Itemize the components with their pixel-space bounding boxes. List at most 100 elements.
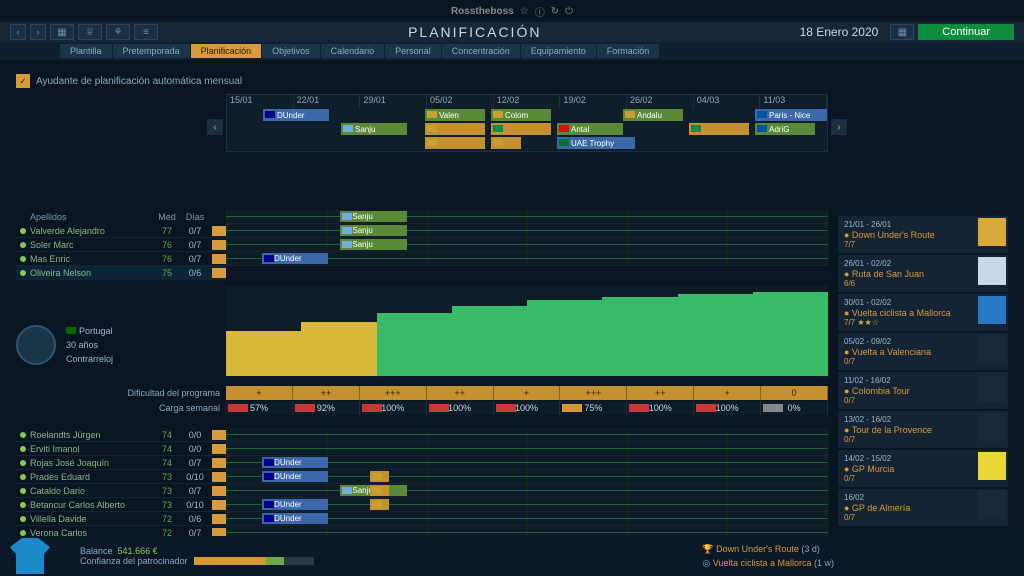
tab-plantilla[interactable]: Plantilla [60,44,112,58]
gantt-bar[interactable]: Sanju [340,225,406,236]
timeline-date: 29/01 [360,95,427,109]
load-cell: 100% [427,401,494,415]
tab-pretemporada[interactable]: Pretemporada [113,44,190,58]
gantt-row: Sanju [226,238,828,252]
star-icon[interactable]: ☆ [520,6,529,17]
rider-row[interactable]: Betancur Carlos Alberto730/10 [16,498,226,512]
rider-row[interactable]: Rojas José Joaquín740/7 [16,456,226,470]
upcoming-race[interactable]: 11/02 - 16/02● Colombia Tour0/7 [838,372,1008,409]
tab-equipamiento[interactable]: Equipamiento [521,44,596,58]
profile-spec: Contrarreloj [66,352,113,366]
upcoming-race[interactable]: 14/02 - 15/02● GP Murcia0/7 [838,450,1008,487]
nav-back[interactable]: ‹ [10,24,26,40]
avatar[interactable] [16,325,56,365]
tabs-row: PlantillaPretemporadaPlanificaciónObjeti… [0,42,1024,60]
diff-cell[interactable]: + [494,386,561,400]
load-cell: 92% [293,401,360,415]
tab-personal[interactable]: Personal [385,44,441,58]
team-jersey[interactable] [10,538,50,574]
refresh-icon[interactable]: ↻ [551,6,559,17]
race-bar[interactable]: Sanju [341,123,407,135]
footer: Balance 541.666 € Confianza del patrocin… [0,536,1024,576]
gantt-row: Sanju [226,210,828,224]
helper-checkbox[interactable]: ✓ [16,74,30,88]
diff-cell[interactable]: +++ [360,386,427,400]
race-bar[interactable]: DUnder [263,109,329,121]
race-bar[interactable]: Andalu [623,109,683,121]
gantt-bar[interactable]: DUnder [262,499,328,510]
timeline-prev[interactable]: ‹ [207,119,223,135]
nav-fwd[interactable]: › [30,24,46,40]
gantt-row: DUnder [226,470,828,484]
timeline-next[interactable]: › [831,119,847,135]
riders-header: Apellidos Med Días [16,210,226,224]
race-bar[interactable]: Valen [425,109,485,121]
rider-row[interactable]: Valverde Alejandro770/7 [16,224,226,238]
riders-icon[interactable]: ⚘ [106,24,130,40]
info-icon[interactable]: ⓘ [535,4,545,19]
tab-calendario[interactable]: Calendario [321,44,385,58]
next-race-1[interactable]: Down Under's Route [716,544,799,554]
diff-cell[interactable]: + [694,386,761,400]
upcoming-race[interactable]: 30/01 - 02/02● Vuelta ciclista a Mallorc… [838,294,1008,331]
gantt-row: DUnder [226,456,828,470]
gantt-bar[interactable]: DUnder [262,457,328,468]
calendar-icon[interactable]: ▦ [50,24,74,40]
rider-row[interactable]: Soler Marc760/7 [16,238,226,252]
rider-row[interactable]: Prades Eduard730/10 [16,470,226,484]
trophy-icon[interactable]: ♕ [78,24,102,40]
sponsor-row: Confianza del patrocinador [80,556,314,566]
stats-icon[interactable]: ≡ [134,24,158,40]
race-bar[interactable]: UAE Trophy [557,137,635,149]
diff-cell[interactable]: ++ [293,386,360,400]
rider-row[interactable]: Cataldo Dario730/7 [16,484,226,498]
gantt-bar[interactable] [370,471,388,482]
diff-cell[interactable]: + [226,386,293,400]
gantt-bar[interactable]: Sanju [340,211,406,222]
hdr-med[interactable]: Med [154,212,180,222]
gantt-bar[interactable]: DUnder [262,471,328,482]
tab-planificación[interactable]: Planificación [191,44,262,58]
gantt-bar[interactable]: DUnder [262,513,328,524]
timeline-date: 11/03 [760,95,827,109]
race-bar[interactable]: AdriG [755,123,815,135]
gantt-bar[interactable]: DUnder [262,253,328,264]
diff-cell[interactable]: ++ [627,386,694,400]
gantt-row [226,428,828,442]
hdr-name[interactable]: Apellidos [30,212,154,222]
continue-button[interactable]: Continuar [918,24,1014,40]
rider-row[interactable]: Oliveira Nelson750/6 [16,266,226,280]
upcoming-race[interactable]: 13/02 - 16/02● Tour de la Provence0/7 [838,411,1008,448]
gantt-bar[interactable]: Sanju [340,239,406,250]
race-bar[interactable] [689,123,749,135]
tab-formación[interactable]: Formación [597,44,660,58]
power-icon[interactable]: ⏻ [565,6,573,17]
next-race-2[interactable]: Vuelta ciclista a Mallorca [713,558,812,568]
rider-row[interactable]: Villella Davide720/6 [16,512,226,526]
diff-cell[interactable]: +++ [560,386,627,400]
tab-concentración[interactable]: Concentración [442,44,520,58]
race-bar[interactable] [491,137,521,149]
diff-cell[interactable]: ++ [427,386,494,400]
date-icon[interactable]: ▦ [890,24,914,40]
rider-row[interactable]: Mas Enric760/7 [16,252,226,266]
gantt-row: DUnder [226,252,828,266]
upcoming-race[interactable]: 16/02● GP de Almería0/7 [838,489,1008,526]
rider-row[interactable]: Erviti Imanol740/0 [16,442,226,456]
race-bar[interactable] [425,137,485,149]
upcoming-race[interactable]: 26/01 - 02/02● Ruta de San Juan6/6 [838,255,1008,292]
diff-cell[interactable]: 0 [761,386,828,400]
hdr-days[interactable]: Días [180,212,210,222]
tab-objetivos[interactable]: Objetivos [262,44,320,58]
profile-country: Portugal [79,326,113,336]
upcoming-race[interactable]: 21/01 - 26/01● Down Under's Route7/7 [838,216,1008,253]
gantt-bar[interactable] [370,485,388,496]
race-bar[interactable]: Colom [491,109,551,121]
race-bar[interactable] [425,123,485,135]
gantt-bar[interactable] [370,499,388,510]
upcoming-race[interactable]: 05/02 - 09/02● Vuelta a Valenciana0/7 [838,333,1008,370]
race-bar[interactable] [491,123,551,135]
rider-row[interactable]: Roelandts Jürgen740/0 [16,428,226,442]
race-bar[interactable]: Paris - Nice [755,109,827,121]
race-bar[interactable]: Antal [557,123,623,135]
